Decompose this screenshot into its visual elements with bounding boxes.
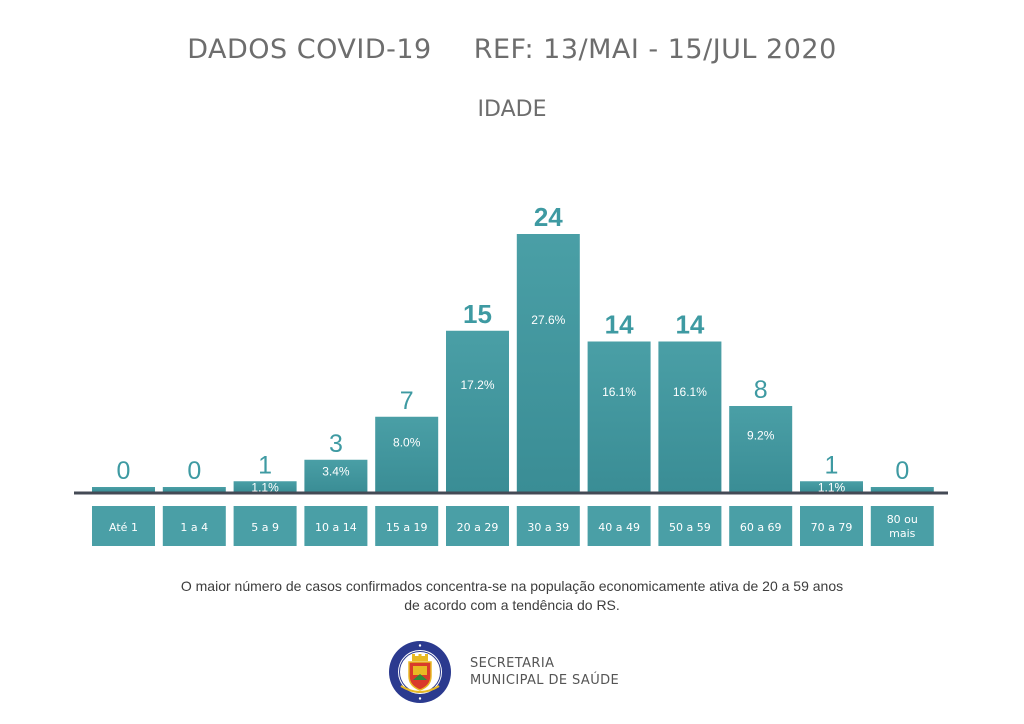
bar: [870, 487, 934, 492]
footnote-line-2: de acordo com a tendência do RS.: [404, 597, 620, 613]
category-box: [304, 506, 368, 546]
category-box: [870, 506, 934, 546]
bar-value-label: 3: [329, 430, 343, 458]
category-label: 1 a 4: [180, 521, 208, 534]
bar: [658, 341, 722, 492]
category-label: 10 a 14: [315, 521, 357, 534]
category-box: [233, 506, 297, 546]
bar-percent-label: 8.0%: [393, 436, 421, 450]
branding: SECRETARIA MUNICIPAL DE SAÚDE: [388, 640, 658, 704]
category-label: Até 1: [109, 521, 138, 534]
category-label: 30 a 39: [527, 521, 569, 534]
bar-percent-label: 3.4%: [322, 464, 350, 478]
category-label: 70 a 79: [811, 521, 853, 534]
bar-percent-label: 9.2%: [747, 428, 775, 442]
bar: [446, 330, 509, 492]
category-label: 60 a 69: [740, 521, 782, 534]
category-box: [800, 506, 863, 546]
bar-value-label: 24: [534, 202, 563, 232]
bar-value-label: 1: [825, 451, 839, 479]
category-box: [658, 506, 722, 546]
chart-title: DADOS COVID-19: [187, 34, 432, 65]
bar: [162, 487, 226, 492]
chart-header: DADOS COVID-19 REF: 13/MAI - 15/JUL 2020: [0, 34, 1024, 65]
bar-percent-label: 17.2%: [460, 378, 494, 392]
bar-value-label: 8: [754, 376, 768, 404]
bar: [233, 481, 297, 492]
category-box: [446, 506, 509, 546]
bar-percent-label: 16.1%: [673, 385, 707, 399]
category-box: [162, 506, 226, 546]
bar: [304, 459, 368, 492]
bar-value-label: 14: [605, 310, 634, 340]
category-label: 15 a 19: [386, 521, 428, 534]
bar-percent-label: 27.6%: [531, 313, 565, 327]
category-label: 40 a 49: [598, 521, 640, 534]
category-label: 80 ou: [887, 513, 918, 526]
bar-percent-label: 1.1%: [818, 481, 846, 495]
reference-period: REF: 13/MAI - 15/JUL 2020: [473, 34, 837, 65]
bar-percent-label: 16.1%: [602, 385, 636, 399]
department-line-2: MUNICIPAL DE SAÚDE: [470, 673, 620, 688]
category-label: mais: [889, 527, 916, 540]
chart-subtitle: IDADE: [477, 97, 547, 122]
department-name: SECRETARIA MUNICIPAL DE SAÚDE: [470, 655, 619, 689]
bar-value-label: 0: [187, 457, 201, 485]
category-label: 20 a 29: [457, 521, 499, 534]
bar-value-label: 1: [258, 451, 272, 479]
bar-percent-label: 1.1%: [251, 481, 279, 495]
category-box: [729, 506, 793, 546]
bar-value-label: 14: [675, 310, 704, 340]
department-line-1: SECRETARIA: [470, 656, 555, 671]
bars-group: [92, 234, 934, 492]
city-coat-of-arms-icon: [389, 641, 451, 703]
footnote: O maior número de casos confirmados conc…: [100, 577, 924, 615]
bar-value-label: 0: [117, 457, 131, 485]
category-box: [375, 506, 439, 546]
category-box: [92, 506, 155, 546]
footnote-line-1: O maior número de casos confirmados conc…: [180, 578, 844, 594]
bar: [92, 487, 155, 492]
category-box: [587, 506, 651, 546]
category-label: 50 a 59: [669, 521, 711, 534]
bar: [587, 341, 651, 492]
bar: [375, 416, 439, 492]
bar-value-label: 0: [895, 457, 909, 485]
category-label: 5 a 9: [251, 521, 279, 534]
bar: [800, 481, 863, 492]
bar: [729, 406, 793, 492]
bar: [516, 234, 580, 492]
value-labels-group: 0 0 1 1.1% 3 3.4% 7 8.0% 15 17.2% 24 27.6% 14 16.1% 14…: [117, 202, 910, 495]
bar-value-label: 7: [400, 387, 414, 415]
category-box: [516, 506, 580, 546]
bar-value-label: 15: [463, 299, 492, 329]
category-labels-group: Até 1 1 a 4 5 a 9 10 a 14 15 a 19 20 a 29 30 a…: [92, 506, 934, 546]
